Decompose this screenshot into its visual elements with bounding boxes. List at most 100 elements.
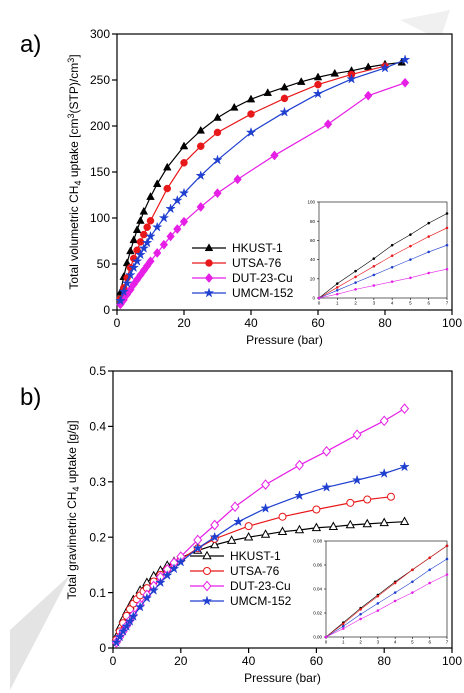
marker <box>213 128 222 137</box>
marker <box>173 224 182 234</box>
x-tick-label: 6 <box>427 301 430 306</box>
marker <box>114 631 126 642</box>
x-tick-label: 20 <box>174 654 188 668</box>
marker <box>322 446 332 457</box>
marker <box>312 505 321 514</box>
marker <box>390 254 394 258</box>
marker <box>379 517 389 527</box>
marker <box>247 110 255 118</box>
marker <box>312 88 324 99</box>
marker <box>166 231 175 242</box>
legend-label: UTSA-76 <box>232 256 282 270</box>
marker <box>341 622 345 626</box>
panel-label: b) <box>20 384 41 411</box>
marker <box>115 295 126 306</box>
y-tick-label: 0 <box>312 296 315 301</box>
watermark <box>400 10 450 40</box>
y-label-part: Total volumetric CH <box>67 186 81 290</box>
y-tick-label: 60 <box>310 238 316 243</box>
y-tick-label: 0.04 <box>313 587 322 592</box>
marker <box>341 624 345 628</box>
x-tick-label: 4 <box>391 301 394 306</box>
marker <box>245 126 257 137</box>
marker <box>294 524 305 534</box>
legend-label: DUT-23-Cu <box>230 579 291 593</box>
marker <box>172 194 183 206</box>
legend-label: HKUST-1 <box>232 241 283 255</box>
marker <box>195 170 207 181</box>
y-tick-label: 0.3 <box>89 475 106 489</box>
marker <box>260 502 271 513</box>
y-tick-label: 0.08 <box>313 539 322 544</box>
x-tick-label: 60 <box>310 654 324 668</box>
marker <box>145 230 156 241</box>
marker <box>163 184 171 193</box>
legend-marker <box>204 243 214 252</box>
marker <box>335 282 339 285</box>
marker <box>427 271 431 275</box>
marker <box>196 202 205 212</box>
marker <box>330 68 340 77</box>
marker <box>321 481 332 492</box>
marker <box>363 495 372 504</box>
y-tick-label: 20 <box>310 276 316 281</box>
x-tick-label: 1 <box>336 301 339 306</box>
y-tick-label: 0.02 <box>313 611 322 616</box>
y-label-part: uptake [cm <box>67 118 81 180</box>
marker <box>233 516 244 527</box>
marker <box>351 474 363 485</box>
marker <box>136 216 145 224</box>
x-tick-label: 6 <box>428 640 431 645</box>
marker <box>141 237 153 248</box>
marker <box>196 125 206 134</box>
marker <box>428 581 432 585</box>
marker <box>132 225 142 234</box>
x-tick-label: 4 <box>394 640 397 645</box>
marker <box>178 187 190 198</box>
series-line <box>318 244 448 299</box>
x-tick-label: 100 <box>442 654 462 668</box>
y-tick-label: 40 <box>310 257 316 262</box>
marker <box>161 569 173 580</box>
marker <box>141 592 153 603</box>
marker <box>379 62 391 73</box>
x-tick-label: 5 <box>409 301 412 306</box>
marker <box>111 636 122 647</box>
marker <box>428 568 432 572</box>
marker <box>135 249 146 260</box>
marker <box>409 258 412 261</box>
y-label-part: (STP)/cm <box>67 63 81 114</box>
marker <box>212 154 223 165</box>
marker <box>175 556 187 567</box>
y-tick-label: 0 <box>103 303 110 317</box>
x-tick-label: 40 <box>242 654 256 668</box>
x-tick-label: 5 <box>411 640 414 645</box>
legend-marker <box>205 259 213 267</box>
x-tick-label: 0 <box>325 640 328 645</box>
marker <box>400 77 410 88</box>
marker <box>313 72 323 81</box>
marker <box>393 591 397 594</box>
x-tick-label: 7 <box>446 640 449 645</box>
marker <box>445 212 449 215</box>
marker <box>158 212 170 223</box>
x-tick-label: 1 <box>342 640 345 645</box>
marker <box>226 535 237 544</box>
series-line <box>318 227 448 299</box>
marker <box>311 522 322 532</box>
y-tick-label: 200 <box>90 119 110 133</box>
series-line <box>325 545 448 638</box>
marker <box>379 415 389 427</box>
marker <box>126 246 135 255</box>
y-tick-label: 0 <box>99 641 106 655</box>
x-tick-label: 0 <box>318 301 321 306</box>
marker <box>213 113 222 121</box>
marker <box>393 599 397 603</box>
marker <box>146 217 155 225</box>
y-label-sub: 4 <box>73 181 83 186</box>
plot-area <box>318 201 448 299</box>
marker <box>152 179 162 188</box>
marker <box>244 522 253 531</box>
x-tick-label: 60 <box>311 316 325 330</box>
legend-marker <box>202 580 212 592</box>
